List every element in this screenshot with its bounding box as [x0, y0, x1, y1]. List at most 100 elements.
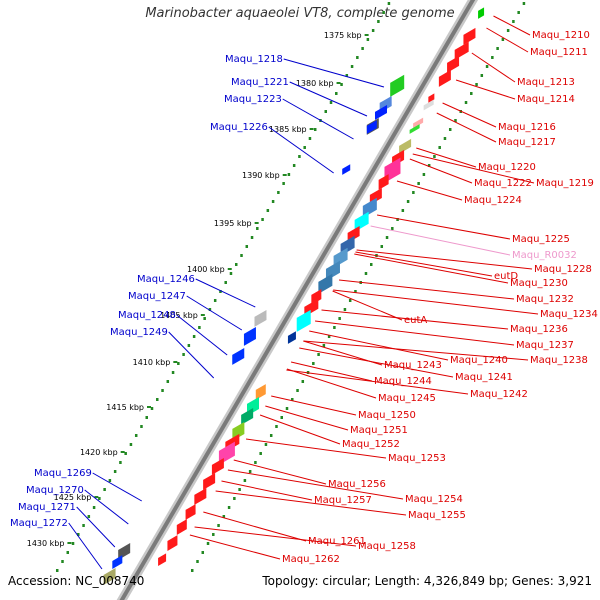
tick-rail-outer [303, 146, 306, 149]
leader-line [168, 331, 215, 379]
gene-feature-forward [232, 347, 245, 365]
tick-rail-outer [87, 515, 91, 518]
leader-line [289, 81, 368, 117]
tick-rail-outer [171, 371, 175, 374]
tick-rail-outer [61, 560, 64, 563]
tick-rail-outer [140, 425, 143, 428]
leader-line [493, 15, 531, 36]
gene-label-maqu-1211: Maqu_1211 [530, 47, 588, 58]
leader-line [268, 126, 334, 174]
gene-label-maqu-1246: Maqu_1246 [137, 274, 195, 285]
gene-label-maqu-1248: Maqu_1248 [118, 310, 176, 321]
tick-rail-outer [282, 182, 285, 185]
tick-rail-inner [275, 425, 278, 428]
gene-label-maqu-1244: Maqu_1244 [374, 376, 432, 387]
tick-rail-inner [212, 533, 215, 536]
gene-feature [318, 273, 333, 294]
gene-feature [438, 69, 451, 87]
gene-label-maqu-1225: Maqu_1225 [512, 234, 570, 245]
tick-rail-inner [233, 497, 236, 500]
gene-feature [311, 289, 322, 305]
gene-label-maqu-1255: Maqu_1255 [408, 510, 466, 521]
leader-line [194, 526, 357, 547]
tick-rail-inner [248, 470, 252, 473]
tick-rail-outer [298, 155, 301, 158]
tick-rail-outer [113, 470, 117, 473]
leader-line [227, 469, 404, 500]
tick-rail-inner [322, 344, 326, 347]
tick-rail-inner [485, 65, 489, 68]
leader-line [303, 340, 529, 361]
gene-label-maqu-1214: Maqu_1214 [517, 94, 575, 105]
tick-rail-inner [259, 452, 262, 455]
tick-rail-outer [240, 254, 243, 257]
gene-feature [478, 7, 485, 19]
gene-feature [255, 384, 266, 400]
gene-label-maqu-1257: Maqu_1257 [314, 495, 372, 506]
leader-line [396, 180, 463, 201]
gene-feature-forward [118, 543, 131, 560]
gene-feature-forward [342, 164, 351, 175]
tick-rail-outer [119, 461, 122, 464]
kbp-tick [364, 34, 369, 36]
leader-line [354, 253, 509, 284]
tick-rail-outer [203, 317, 206, 320]
tick-rail-inner [396, 218, 399, 221]
tick-rail-outer [134, 434, 138, 437]
tick-rail-inner [491, 56, 494, 59]
leader-line [92, 472, 143, 502]
tick-rail-outer [124, 452, 127, 455]
gene-label-maqu-1256: Maqu_1256 [328, 479, 386, 490]
gene-label-maqu-1234: Maqu_1234 [540, 309, 598, 320]
leader-line [245, 438, 387, 459]
leader-line [290, 361, 373, 382]
tick-rail-outer [92, 506, 96, 509]
tick-rail-inner [438, 146, 441, 149]
gene-label-maqu-1261: Maqu_1261 [308, 536, 366, 547]
gene-feature-forward [254, 309, 267, 327]
tick-rail-inner [333, 326, 336, 329]
gene-feature-forward [103, 568, 116, 585]
tick-rail-inner [443, 137, 447, 140]
tick-rail-inner [243, 479, 247, 482]
gene-label-maqu-r0032: Maqu_R0032 [512, 250, 577, 261]
tick-rail-inner [454, 119, 457, 122]
tick-rail-inner [348, 299, 352, 302]
kbp-label: 1405 kbp [160, 311, 198, 320]
accession-text: Accession: NC_008740 [8, 574, 145, 588]
leader-line [315, 320, 515, 346]
tick-rail-inner [269, 434, 273, 437]
tick-rail-outer [219, 290, 222, 293]
gene-feature [176, 519, 187, 535]
leader-line [203, 511, 307, 542]
tick-rail-outer [150, 407, 154, 410]
kbp-tick [67, 542, 72, 544]
tick-rail-outer [77, 533, 80, 536]
gene-label-euta: eutA [404, 315, 427, 326]
tick-rail-inner [501, 38, 505, 41]
leader-line [215, 490, 407, 516]
tick-rail-inner [475, 83, 478, 86]
tick-rail-inner [196, 560, 199, 563]
gene-label-maqu-1221: Maqu_1221 [231, 77, 289, 88]
tick-rail-inner [422, 173, 426, 176]
tick-rail-inner [227, 506, 231, 509]
leader-line [370, 225, 511, 256]
kbp-label: 1395 kbp [214, 219, 252, 228]
gene-feature [158, 553, 167, 566]
kbp-tick [227, 268, 232, 270]
tick-rail-outer [292, 164, 296, 167]
gene-feature [428, 93, 435, 103]
kbp-label: 1390 kbp [242, 171, 280, 180]
tick-rail-outer [208, 308, 212, 311]
leader-line [355, 251, 493, 277]
gene-feature [413, 117, 424, 129]
tick-rail-inner [433, 155, 436, 158]
leader-line [332, 290, 403, 321]
tick-rail-outer [129, 443, 133, 446]
leader-line [259, 414, 341, 445]
tick-rail-outer [98, 497, 101, 500]
gene-feature [211, 457, 224, 475]
leader-line [442, 102, 497, 128]
tick-rail-inner [512, 20, 515, 23]
